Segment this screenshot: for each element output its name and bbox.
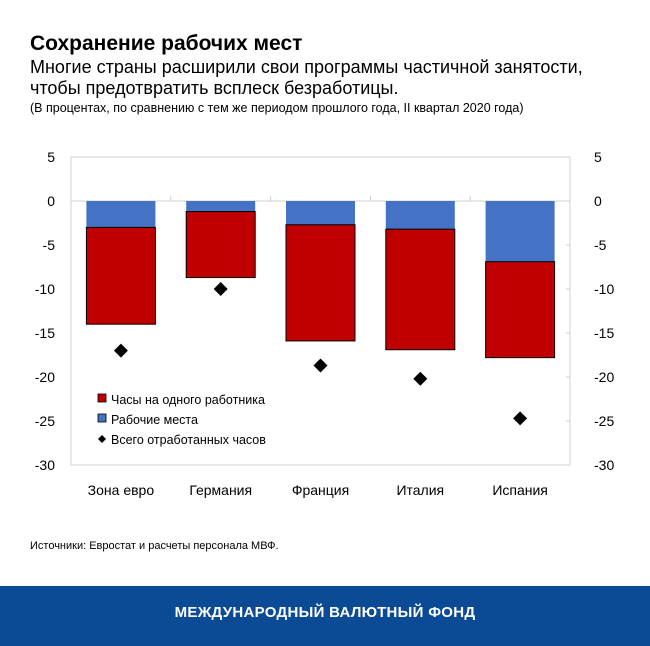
y-tick-label-left: -5 bbox=[43, 237, 56, 253]
marker-total-hours bbox=[313, 358, 328, 373]
y-tick-label-left: -25 bbox=[35, 413, 55, 429]
bar-hours-per-worker bbox=[185, 211, 256, 279]
chart-note: (В процентах, по сравнению с тем же пери… bbox=[30, 101, 524, 115]
x-tick-label: Германия bbox=[189, 482, 252, 498]
bar-hours-per-worker bbox=[485, 261, 556, 359]
y-tick-label-right: -25 bbox=[594, 413, 614, 429]
legend-label: Рабочие места bbox=[111, 413, 198, 427]
x-tick-label: Франция bbox=[292, 482, 349, 498]
marker-total-hours bbox=[413, 371, 428, 386]
y-tick-label-right: -5 bbox=[594, 237, 607, 253]
bar-hours-per-worker bbox=[285, 224, 356, 342]
chart: 5 5 0 0 -5 -5 -10 -10 -15 -15 -20 -20 -25 -25 -30 -30 Зо… bbox=[35, 149, 615, 498]
chart-title: Сохранение рабочих мест bbox=[30, 32, 303, 55]
x-tick-label: Зона евро bbox=[88, 482, 155, 498]
marker-total-hours bbox=[113, 343, 128, 358]
footer-banner: МЕЖДУНАРОДНЫЙ ВАЛЮТНЫЙ ФОНД bbox=[0, 586, 650, 646]
legend: Часы на одного работника Рабочие места Все… bbox=[97, 393, 266, 447]
y-tick-label-right: -20 bbox=[594, 369, 614, 385]
legend-swatch bbox=[97, 393, 107, 403]
y-tick-label-left: 5 bbox=[47, 149, 55, 165]
chart-subtitle: Многие страны расширили свои программы ч… bbox=[30, 57, 583, 98]
bar-jobs bbox=[186, 201, 256, 212]
y-tick-label-right: 5 bbox=[594, 149, 602, 165]
legend-label: Всего отработанных часов bbox=[111, 433, 266, 447]
x-tick-label: Италия bbox=[396, 482, 444, 498]
source-note: Источники: Евростат и расчеты персонала … bbox=[30, 540, 279, 552]
marker-total-hours bbox=[513, 411, 528, 426]
bar-hours-per-worker bbox=[85, 226, 156, 325]
bar-jobs bbox=[86, 201, 156, 228]
bar-jobs bbox=[485, 201, 555, 262]
legend-marker bbox=[98, 435, 106, 443]
y-tick-label-left: -20 bbox=[35, 369, 55, 385]
marker-total-hours bbox=[213, 282, 228, 296]
bar-hours-per-worker bbox=[385, 228, 456, 351]
y-tick-label-left: -30 bbox=[35, 457, 55, 473]
y-tick-label-right: 0 bbox=[594, 193, 602, 209]
bar-jobs bbox=[385, 201, 455, 230]
y-tick-label-right: -15 bbox=[594, 325, 614, 341]
legend-label: Часы на одного работника bbox=[111, 393, 265, 407]
bar-jobs bbox=[286, 201, 355, 225]
y-tick-label-left: 0 bbox=[47, 193, 55, 209]
y-tick-label-right: -10 bbox=[594, 281, 614, 297]
y-tick-label-right: -30 bbox=[594, 457, 614, 473]
y-tick-label-left: -10 bbox=[35, 281, 55, 297]
x-tick-label: Испания bbox=[492, 482, 548, 498]
y-tick-label-left: -15 bbox=[35, 325, 55, 341]
legend-swatch bbox=[97, 413, 107, 423]
